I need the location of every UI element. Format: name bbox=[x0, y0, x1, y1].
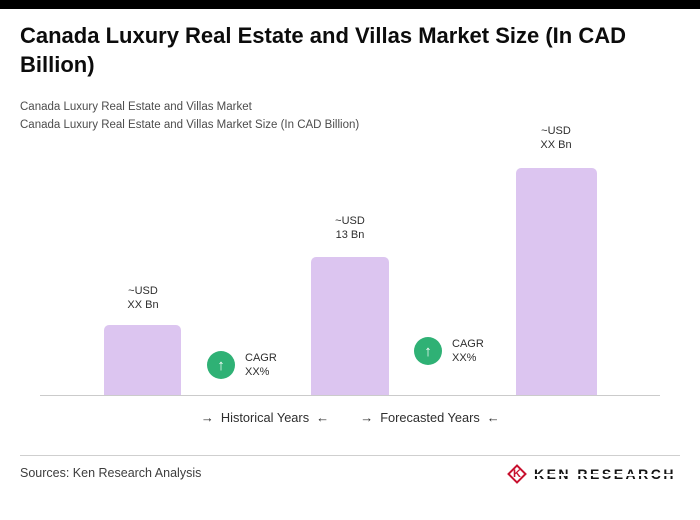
chart-bar bbox=[516, 168, 597, 396]
x-section-label: Forecasted Years bbox=[380, 410, 480, 425]
right-arrow-icon: → bbox=[200, 410, 214, 425]
x-section-forecasted: → Forecasted Years ← bbox=[335, 410, 525, 425]
chart-subtitle: Canada Luxury Real Estate and Villas Mar… bbox=[20, 98, 359, 134]
cagr-label: CAGR XX% bbox=[245, 351, 277, 379]
cagr-badge: ↑ bbox=[414, 337, 442, 365]
cagr-label-line: XX% bbox=[452, 352, 477, 364]
bar-value-label: ~USD XX Bn bbox=[83, 284, 203, 312]
right-arrow-icon: → bbox=[360, 410, 374, 425]
footer-divider bbox=[20, 455, 680, 456]
cagr-label-line: CAGR bbox=[245, 352, 277, 364]
sources-text: Sources: Ken Research Analysis bbox=[20, 466, 202, 480]
bar-value-line: XX Bn bbox=[540, 139, 572, 151]
bar-value-line: ~USD bbox=[541, 125, 571, 137]
chart-bar bbox=[311, 257, 389, 396]
cagr-badge: ↑ bbox=[207, 351, 235, 379]
x-axis-line bbox=[40, 395, 660, 396]
cagr-label-line: CAGR bbox=[452, 338, 484, 350]
bar-value-line: ~USD bbox=[335, 215, 365, 227]
up-arrow-icon: ↑ bbox=[217, 356, 225, 374]
cagr-label-line: XX% bbox=[245, 366, 270, 378]
top-black-bar bbox=[0, 0, 700, 9]
x-section-label: Historical Years bbox=[220, 410, 310, 425]
logo-text: KEN RESEARCH bbox=[533, 466, 677, 482]
logo-k-letter: K bbox=[513, 468, 521, 480]
bar-value-line: XX Bn bbox=[127, 299, 159, 311]
chart-bar bbox=[104, 325, 181, 396]
bar-value-line: ~USD bbox=[128, 285, 158, 297]
bar-value-label: ~USD 13 Bn bbox=[290, 214, 410, 242]
left-arrow-icon: ← bbox=[486, 410, 500, 425]
subtitle-line-1: Canada Luxury Real Estate and Villas Mar… bbox=[20, 101, 252, 113]
left-arrow-icon: ← bbox=[316, 410, 330, 425]
ken-research-logo: K KEN RESEARCH bbox=[506, 461, 677, 487]
page-title: Canada Luxury Real Estate and Villas Mar… bbox=[20, 23, 627, 78]
bar-value-label: ~USD XX Bn bbox=[496, 124, 616, 152]
subtitle-line-2: Canada Luxury Real Estate and Villas Mar… bbox=[20, 119, 360, 132]
cagr-label: CAGR XX% bbox=[452, 337, 484, 365]
x-section-historical: → Historical Years ← bbox=[170, 410, 360, 425]
logo-diamond-icon: K bbox=[506, 463, 528, 485]
bar-value-line: 13 Bn bbox=[335, 229, 365, 241]
up-arrow-icon: ↑ bbox=[424, 342, 432, 360]
